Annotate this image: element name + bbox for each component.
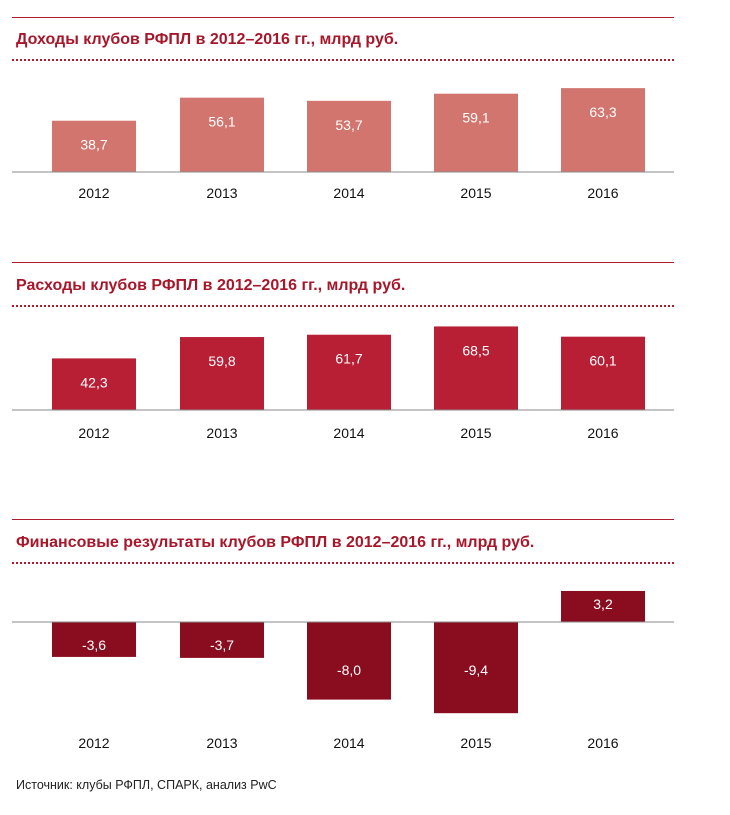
bar-3-2014 — [307, 622, 391, 700]
value-label-2-2016: 60,1 — [589, 353, 616, 369]
value-label-1-2016: 63,3 — [589, 104, 616, 120]
bar-1-2013 — [180, 97, 264, 172]
chart-3: -3,6 2012 -3,7 2013 -8,0 2014 -9,4 2015 3,2 2016 — [12, 590, 674, 751]
x-tick-3-2014: 2014 — [333, 735, 364, 751]
value-label-1-2014: 53,7 — [335, 117, 362, 133]
chart-2: 42,3 2012 59,8 2013 61,7 2014 68,5 2015 60,1 2016 — [12, 326, 674, 441]
chart1-title: Доходы клубов РФПЛ в 2012–2016 гг., млрд… — [16, 31, 399, 48]
x-tick-2-2014: 2014 — [333, 425, 364, 441]
chart2-title: Расходы клубов РФПЛ в 2012–2016 гг., млр… — [16, 277, 406, 294]
value-label-2-2013: 59,8 — [208, 353, 235, 369]
x-tick-3-2013: 2013 — [206, 735, 237, 751]
x-tick-2-2013: 2013 — [206, 425, 237, 441]
bar-3-2015 — [434, 622, 518, 714]
x-tick-1-2014: 2014 — [333, 185, 364, 201]
bar-1-2016 — [561, 88, 645, 172]
bar-3-2013 — [180, 622, 264, 658]
value-label-1-2015: 59,1 — [462, 110, 489, 126]
bar-3-2012 — [52, 622, 136, 657]
value-label-2-2012: 42,3 — [80, 374, 107, 390]
chart1-top-rule — [12, 17, 674, 18]
bar-1-2014 — [307, 100, 391, 172]
chart2-top-rule — [12, 262, 674, 263]
value-label-3-2014: -8,0 — [337, 662, 361, 678]
bar-2-2013 — [180, 337, 264, 410]
value-label-3-2013: -3,7 — [210, 637, 234, 653]
chart2-dotted-divider — [12, 305, 674, 307]
x-tick-3-2012: 2012 — [78, 735, 109, 751]
x-tick-1-2013: 2013 — [206, 185, 237, 201]
x-tick-2-2012: 2012 — [78, 425, 109, 441]
chart1-dotted-divider — [12, 59, 674, 61]
x-tick-1-2015: 2015 — [460, 185, 491, 201]
x-tick-3-2016: 2016 — [587, 735, 618, 751]
x-tick-2-2015: 2015 — [460, 425, 491, 441]
chart-1: 38,7 2012 56,1 2013 53,7 2014 59,1 2015 63,3 2016 — [12, 88, 674, 201]
source-note: Источник: клубы РФПЛ, СПАРК, анализ PwC — [16, 778, 277, 792]
bar-2-2014 — [307, 334, 391, 410]
x-tick-1-2016: 2016 — [587, 185, 618, 201]
x-tick-2-2016: 2016 — [587, 425, 618, 441]
x-tick-3-2015: 2015 — [460, 735, 491, 751]
chart3-dotted-divider — [12, 562, 674, 564]
bar-1-2012 — [52, 120, 136, 172]
value-label-3-2012: -3,6 — [82, 637, 106, 653]
value-label-3-2015: -9,4 — [464, 662, 488, 678]
chart3-title: Финансовые результаты клубов РФПЛ в 2012… — [16, 534, 535, 551]
value-label-3-2016: 3,2 — [593, 596, 613, 612]
value-label-2-2014: 61,7 — [335, 351, 362, 367]
value-label-2-2015: 68,5 — [462, 342, 489, 358]
bar-3-2016 — [561, 590, 645, 622]
chart3-top-rule — [12, 519, 674, 520]
x-tick-1-2012: 2012 — [78, 185, 109, 201]
value-label-1-2012: 38,7 — [80, 137, 107, 153]
bar-2-2016 — [561, 336, 645, 410]
value-label-1-2013: 56,1 — [208, 114, 235, 130]
bar-1-2015 — [434, 93, 518, 172]
bar-2-2012 — [52, 358, 136, 410]
bar-2-2015 — [434, 326, 518, 410]
